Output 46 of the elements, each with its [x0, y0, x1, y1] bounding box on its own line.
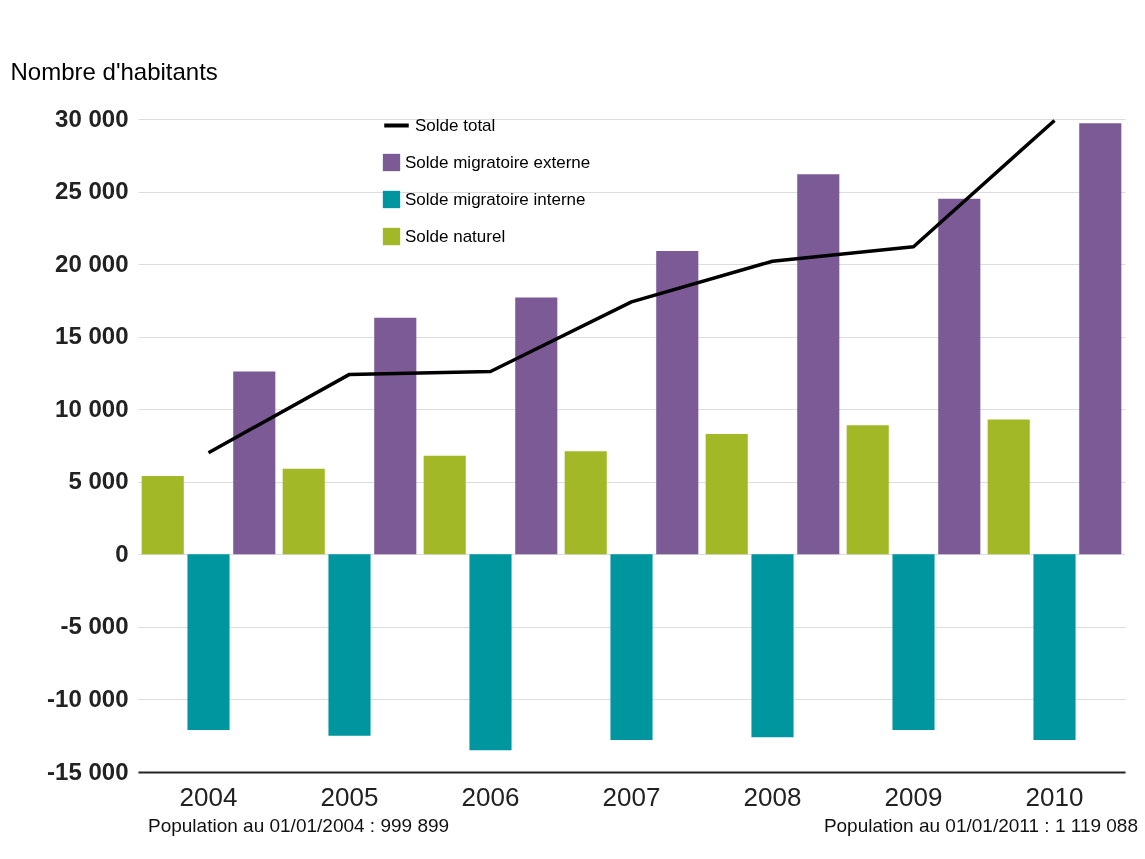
- y-tick-label: -15 000: [47, 757, 129, 785]
- bar: [938, 198, 981, 555]
- y-tick-label: -10 000: [47, 684, 129, 712]
- legend-label: Solde total: [415, 115, 496, 135]
- y-tick-label: 15 000: [55, 322, 129, 350]
- bar: [564, 451, 607, 555]
- bar: [705, 433, 748, 555]
- x-tick-label: 2006: [461, 781, 520, 812]
- bar: [751, 554, 794, 738]
- legend-label: Solde naturel: [405, 226, 506, 246]
- y-axis-title: Nombre d'habitants: [10, 57, 218, 85]
- legend-label: Solde migratoire externe: [405, 152, 591, 172]
- bar: [423, 455, 466, 555]
- line-series: [206, 118, 1057, 455]
- x-tick-label: 2010: [1025, 781, 1084, 812]
- bar: [892, 554, 935, 730]
- bar: [656, 251, 699, 555]
- bar: [987, 419, 1030, 555]
- bar: [1033, 554, 1076, 741]
- bar: [233, 371, 276, 555]
- x-tick-label: 2008: [743, 781, 802, 812]
- bar: [1079, 123, 1122, 555]
- bar: [515, 297, 558, 555]
- y-tick-label: 25 000: [55, 177, 129, 205]
- y-tick-label: 30 000: [55, 104, 129, 132]
- bar: [797, 174, 840, 555]
- x-tick-label: 2009: [884, 781, 943, 812]
- bar: [141, 475, 184, 555]
- bar: [469, 554, 512, 751]
- legend-label: Solde migratoire interne: [405, 189, 586, 209]
- bar: [282, 468, 325, 555]
- bar: [374, 317, 417, 555]
- x-tick-label: 2004: [179, 781, 238, 812]
- x-tick-label: 2007: [602, 781, 661, 812]
- bar: [328, 554, 371, 736]
- y-tick-label: 20 000: [55, 249, 129, 277]
- bar: [846, 425, 889, 555]
- x-tick-label: 2005: [320, 781, 379, 812]
- y-tick-label: -5 000: [60, 612, 129, 640]
- text: Population au 01/01/2004 : 999 899: [148, 815, 450, 837]
- text: Population au 01/01/2011 : 1 119 088: [823, 815, 1138, 837]
- y-tick-label: 5 000: [68, 467, 129, 495]
- bar: [610, 554, 653, 741]
- y-tick-label: 0: [115, 539, 129, 567]
- y-tick-label: 10 000: [55, 394, 129, 422]
- bar: [187, 554, 230, 730]
